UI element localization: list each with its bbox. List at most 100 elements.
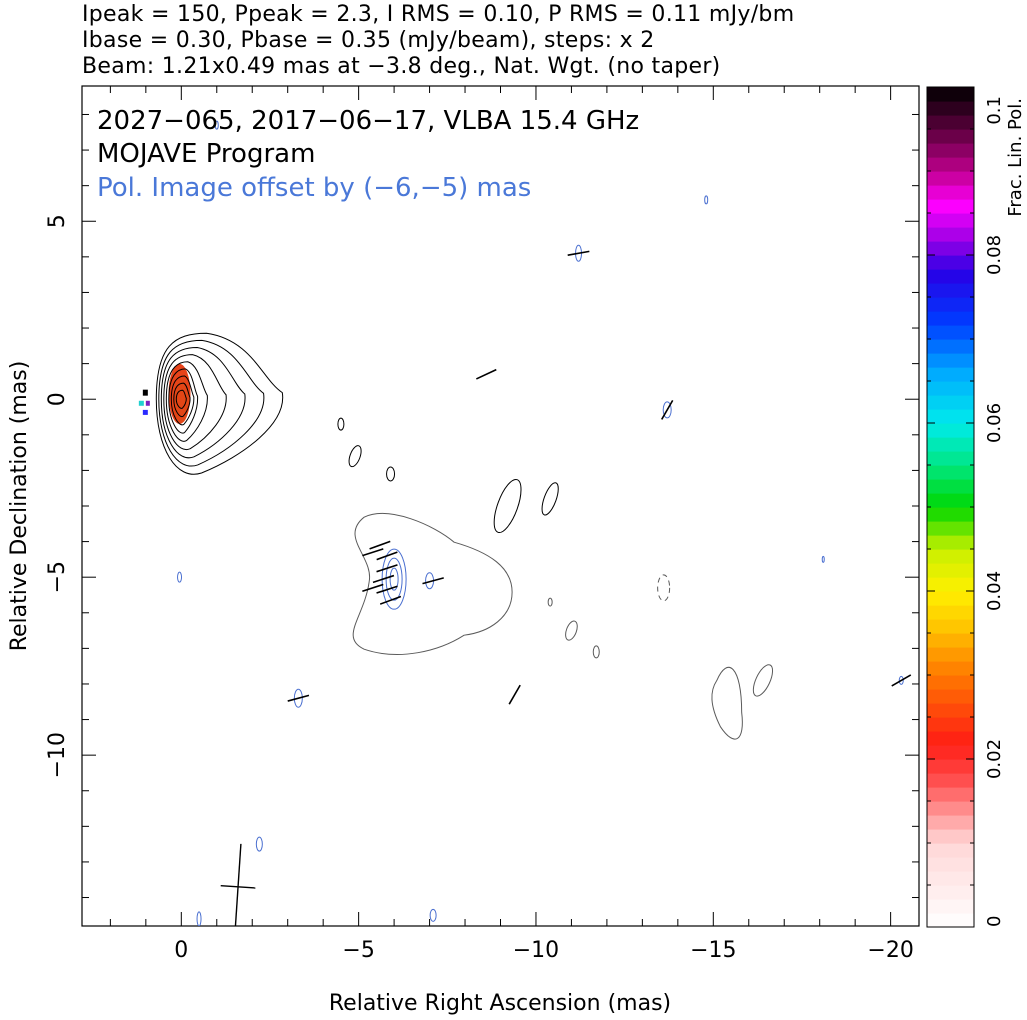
colorbar-segment bbox=[927, 843, 974, 858]
colorbar-segment bbox=[927, 507, 974, 522]
colorbar-segment bbox=[927, 661, 974, 676]
pol-contour bbox=[821, 555, 825, 563]
x-axis-label: Relative Right Ascension (mas) bbox=[329, 991, 671, 1016]
fpol-pixel bbox=[142, 409, 148, 415]
core-contour bbox=[175, 389, 187, 409]
y-tick-label: −5 bbox=[45, 561, 70, 593]
colorbar-segment bbox=[927, 381, 974, 396]
colorbar-segment bbox=[927, 311, 974, 326]
evpa-vector bbox=[508, 684, 521, 705]
colorbar-segment bbox=[927, 829, 974, 844]
colorbar-segment bbox=[927, 563, 974, 578]
pol-contour bbox=[293, 688, 303, 708]
offset-image-contour bbox=[752, 664, 774, 697]
fpol-pixel bbox=[142, 389, 148, 396]
jet-contour bbox=[541, 482, 559, 516]
colorbar-segment bbox=[927, 773, 974, 788]
pol-contour bbox=[385, 557, 403, 601]
colorbar-segment bbox=[927, 871, 974, 886]
colorbar-segment bbox=[927, 395, 974, 410]
evpa-vector bbox=[287, 694, 310, 702]
colorbar-segment bbox=[927, 101, 974, 116]
colorbar-tick-label: 0.02 bbox=[984, 739, 1005, 779]
colorbar-segment bbox=[927, 437, 974, 452]
colorbar-segment bbox=[927, 353, 974, 368]
evpa-vector bbox=[891, 674, 912, 687]
colorbar-segment bbox=[927, 857, 974, 872]
colorbar-segment bbox=[927, 647, 974, 662]
colorbar-segment bbox=[927, 451, 974, 466]
jet-contour bbox=[386, 466, 396, 482]
core-contour bbox=[160, 346, 246, 459]
colorbar-segment bbox=[927, 367, 974, 382]
colorbar-segment bbox=[927, 591, 974, 606]
negative-contour bbox=[657, 574, 671, 602]
evpa-vector bbox=[660, 399, 674, 420]
pol-contour bbox=[255, 836, 263, 852]
y-tick-label: −10 bbox=[45, 732, 70, 778]
colorbar-segment bbox=[927, 297, 974, 312]
colorbar-segment bbox=[927, 801, 974, 816]
jet-contour bbox=[348, 445, 362, 468]
colorbar-segment bbox=[927, 493, 974, 508]
offset-image-contour bbox=[352, 513, 513, 655]
colorbar-segment bbox=[927, 745, 974, 760]
colorbar-tick-label: 0.04 bbox=[984, 571, 1005, 611]
x-tick-label: 0 bbox=[174, 938, 188, 963]
evpa-vector bbox=[376, 551, 398, 561]
evpa-vector bbox=[372, 574, 395, 584]
colorbar-segment bbox=[927, 143, 974, 158]
evpa-vector bbox=[369, 540, 391, 550]
colorbar-segment bbox=[927, 535, 974, 550]
colorbar-segment bbox=[927, 339, 974, 354]
colorbar-segment bbox=[927, 255, 974, 270]
colorbar-segment bbox=[927, 227, 974, 242]
y-axis-label: Relative Declination (mas) bbox=[7, 361, 32, 652]
evpa-vector bbox=[376, 564, 398, 573]
colorbar-label: Frac. Lin. Pol. bbox=[1005, 98, 1026, 217]
core-contour bbox=[173, 382, 191, 418]
pol-contour bbox=[704, 195, 709, 205]
colorbar-segment bbox=[927, 241, 974, 256]
y-tick-label: 5 bbox=[45, 214, 70, 228]
colorbar-segment bbox=[927, 465, 974, 480]
core-contour bbox=[165, 361, 208, 442]
header-line-1: Ipeak = 150, Ppeak = 2.3, I RMS = 0.10, … bbox=[82, 2, 795, 27]
fpol-pixel bbox=[145, 400, 150, 406]
colorbar-segment bbox=[927, 479, 974, 494]
colorbar: 0 0.02 0.04 0.06 0.08 0.1 bbox=[926, 86, 1005, 928]
colorbar-segment bbox=[927, 689, 974, 704]
y-tick-label: 0 bbox=[45, 392, 70, 406]
x-tick-label: −15 bbox=[690, 938, 736, 963]
evpa-vector bbox=[476, 368, 497, 380]
colorbar-tick-label: 0.1 bbox=[984, 96, 1005, 125]
pol-contour bbox=[898, 675, 904, 685]
jet-contour bbox=[337, 417, 345, 431]
offset-image-contour bbox=[711, 667, 743, 740]
header-line-3: Beam: 1.21x0.49 mas at −3.8 deg., Nat. W… bbox=[82, 54, 721, 79]
annotation-program: MOJAVE Program bbox=[97, 139, 315, 169]
evpa-vector bbox=[422, 577, 444, 585]
header-line-2: Ibase = 0.30, Pbase = 0.35 (mJy/beam), s… bbox=[82, 28, 655, 53]
colorbar-tick-label: 0.08 bbox=[984, 235, 1005, 275]
x-tick-label: −10 bbox=[513, 938, 559, 963]
colorbar-segment bbox=[927, 87, 974, 102]
colorbar-tick-label: 0.06 bbox=[984, 403, 1005, 443]
annotation-source: 2027−065, 2017−06−17, VLBA 15.4 GHz bbox=[97, 106, 639, 136]
colorbar-segment bbox=[927, 913, 974, 928]
evpa-vector bbox=[567, 250, 590, 256]
colorbar-segment bbox=[927, 423, 974, 438]
colorbar-segment bbox=[927, 213, 974, 228]
evpa-vector bbox=[362, 583, 384, 593]
pol-contour bbox=[662, 401, 672, 419]
colorbar-segment bbox=[927, 185, 974, 200]
pol-contour bbox=[177, 571, 183, 583]
fpol-pixel bbox=[138, 400, 144, 406]
colorbar-segment bbox=[927, 787, 974, 802]
core-contour bbox=[163, 354, 227, 451]
colorbar-segment bbox=[927, 703, 974, 718]
beam-minor-axis bbox=[220, 884, 256, 889]
colorbar-segment bbox=[927, 549, 974, 564]
core-contour bbox=[155, 332, 284, 475]
